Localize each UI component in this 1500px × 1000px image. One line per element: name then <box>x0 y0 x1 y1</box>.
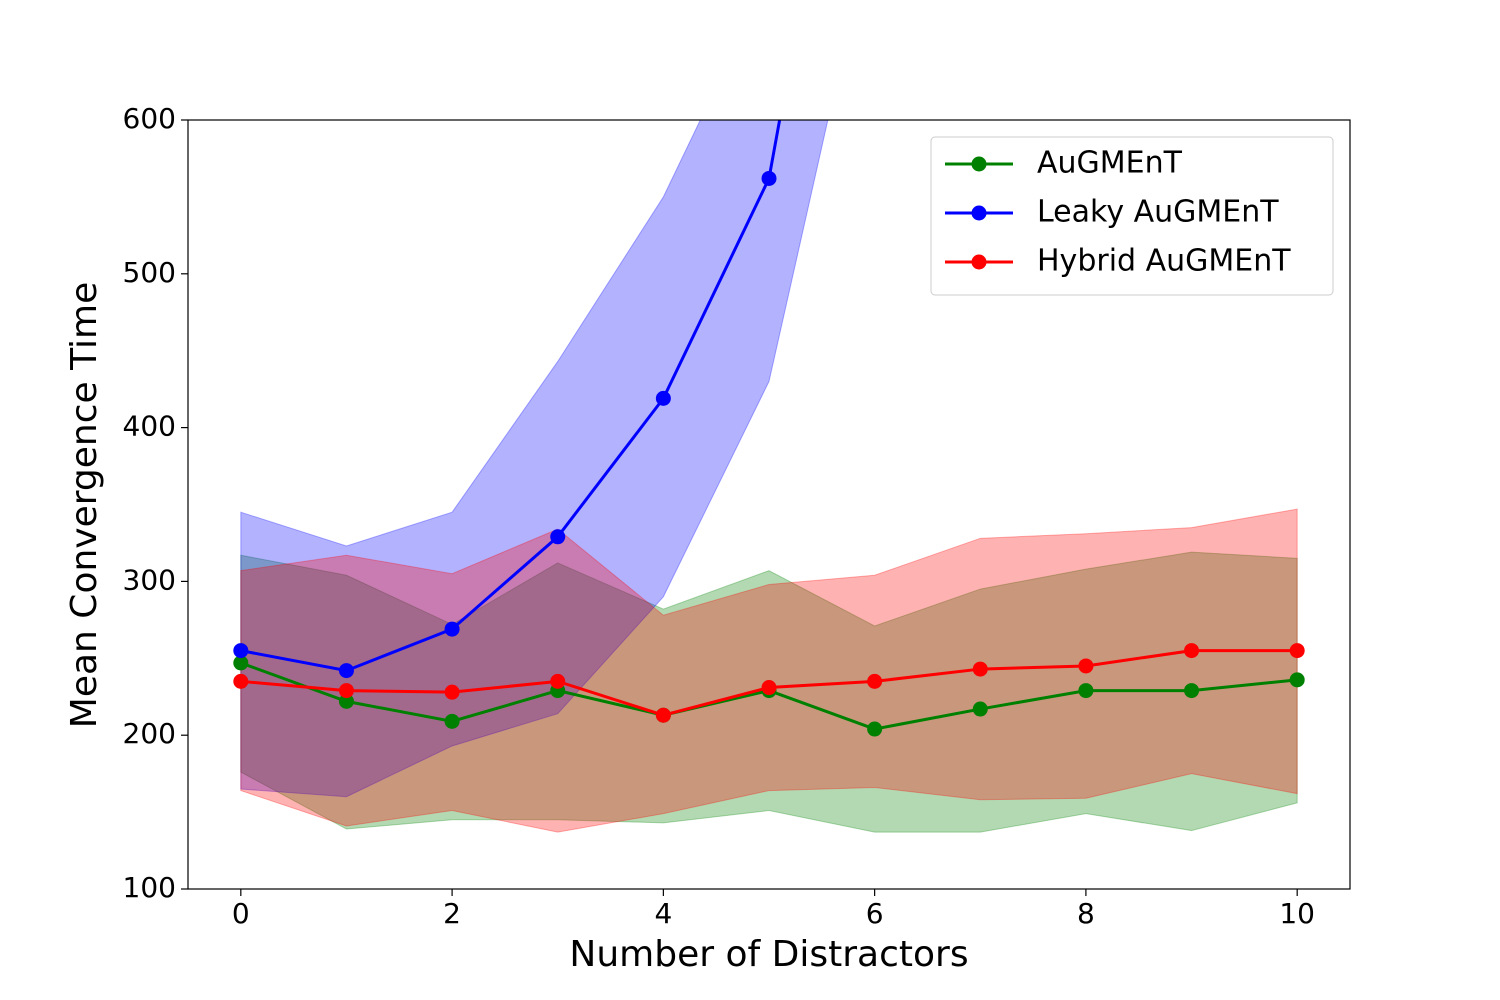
x-axis-title: Number of Distractors <box>569 934 968 975</box>
y-axis-title: Mean Convergence Time <box>64 282 105 728</box>
point <box>761 170 777 186</box>
point <box>444 684 460 700</box>
point <box>233 673 249 689</box>
point <box>233 655 249 671</box>
legend-marker <box>971 156 987 172</box>
legend-marker <box>971 254 987 270</box>
point <box>972 701 988 717</box>
point <box>444 621 460 637</box>
point <box>655 390 671 406</box>
point <box>338 663 354 679</box>
point <box>867 721 883 737</box>
plot-area <box>233 120 1305 833</box>
y-tick-label: 600 <box>123 102 176 135</box>
point <box>444 713 460 729</box>
y-tick-label: 100 <box>123 871 176 904</box>
point <box>1184 683 1200 699</box>
axes-frame <box>187 119 1351 890</box>
legend-label: Hybrid AuGMEnT <box>1037 244 1291 279</box>
point <box>1078 683 1094 699</box>
point <box>550 529 566 545</box>
legend-box <box>930 136 1334 296</box>
x-tick-label: 10 <box>1279 897 1315 930</box>
legend-label: Leaky AuGMEnT <box>1037 195 1279 230</box>
x-tick-label: 0 <box>232 897 250 930</box>
point <box>1289 643 1305 659</box>
y-tick-label: 500 <box>123 256 176 289</box>
point <box>233 643 249 659</box>
point <box>1078 658 1094 674</box>
x-tick-label: 6 <box>866 897 884 930</box>
point <box>972 661 988 677</box>
x-tick-label: 2 <box>443 897 461 930</box>
point <box>550 673 566 689</box>
point <box>867 673 883 689</box>
point <box>655 707 671 723</box>
point <box>761 680 777 696</box>
legend-marker <box>971 205 987 221</box>
point <box>1289 672 1305 688</box>
point <box>338 683 354 699</box>
x-tick-label: 4 <box>654 897 672 930</box>
y-tick-label: 300 <box>123 563 176 596</box>
y-tick-label: 400 <box>123 410 176 443</box>
point <box>338 693 354 709</box>
point <box>1184 643 1200 659</box>
band <box>240 508 1298 833</box>
band <box>240 120 829 798</box>
x-tick-label: 8 <box>1077 897 1095 930</box>
y-tick-label: 200 <box>123 717 176 750</box>
legend-label: AuGMEnT <box>1037 146 1183 181</box>
